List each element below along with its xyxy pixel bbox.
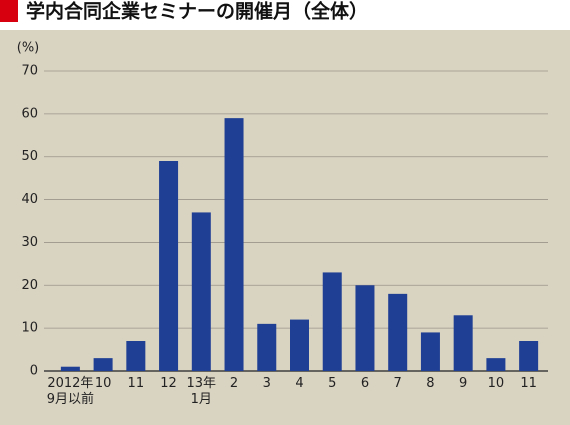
y-tick-label: 10	[21, 321, 38, 336]
y-tick-label: 40	[21, 192, 38, 207]
bar	[224, 118, 244, 372]
bar	[355, 285, 375, 371]
bar	[453, 315, 473, 371]
chart-title: 学内合同企業セミナーの開催月（全体）	[26, 0, 368, 23]
x-tick-label: 13年 1月	[187, 376, 217, 407]
y-tick-label: 50	[21, 149, 38, 164]
x-tick-label: 2	[230, 376, 238, 391]
bar	[159, 161, 179, 371]
x-tick-label: 2012年 9月以前	[47, 376, 94, 407]
bar	[191, 212, 211, 371]
y-tick-label: 60	[21, 106, 38, 121]
bar	[290, 319, 309, 371]
x-tick-label: 7	[394, 376, 402, 391]
bar	[322, 272, 342, 371]
x-tick-label: 11	[520, 376, 537, 391]
bar	[60, 366, 80, 371]
bar	[420, 332, 440, 371]
x-tick-label: 8	[426, 376, 434, 391]
bar	[93, 358, 113, 371]
x-tick-label: 11	[128, 376, 145, 391]
y-tick-label: 30	[21, 235, 38, 250]
y-unit: (%)	[17, 41, 40, 56]
x-tick-label: 6	[361, 376, 369, 391]
y-tick-label: 20	[21, 278, 38, 293]
bar	[126, 341, 146, 371]
y-tick-label: 0	[30, 364, 38, 379]
bar	[388, 293, 408, 371]
y-tick-label: 70	[21, 64, 38, 79]
x-tick-label: 3	[263, 376, 271, 391]
bar	[257, 323, 277, 371]
x-tick-label: 10	[488, 376, 505, 391]
x-tick-label: 5	[328, 376, 336, 391]
x-tick-label: 9	[459, 376, 467, 391]
bar	[486, 358, 506, 371]
x-tick-label: 4	[295, 376, 303, 391]
title-marker	[0, 0, 18, 22]
bar	[519, 341, 539, 371]
plot-background	[0, 30, 570, 425]
x-tick-label: 10	[95, 376, 112, 391]
x-tick-label: 12	[160, 376, 177, 391]
